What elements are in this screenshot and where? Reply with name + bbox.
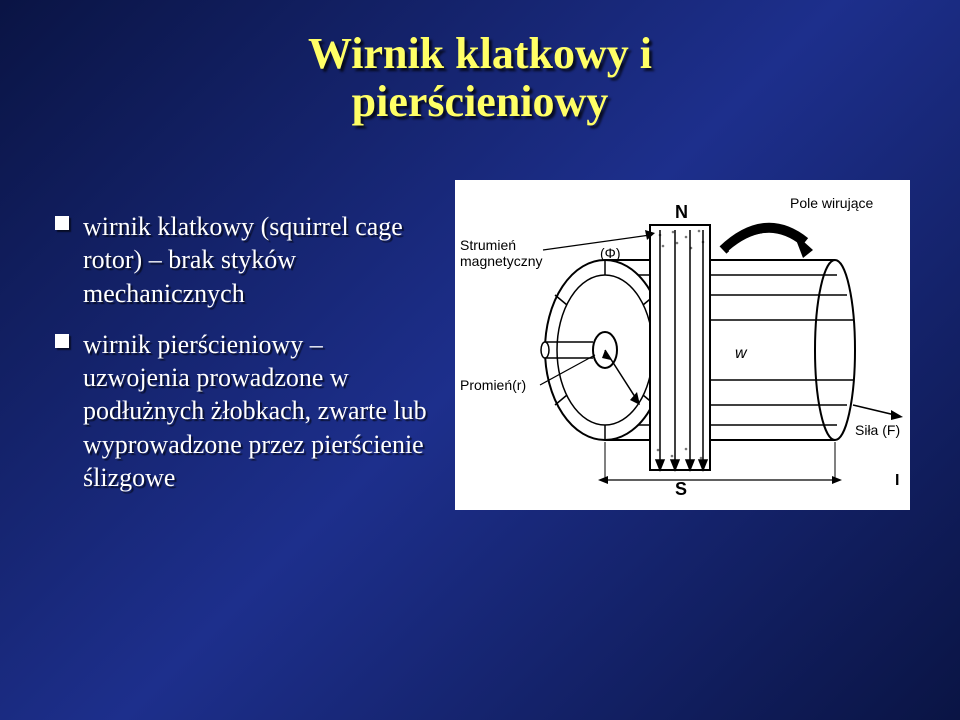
title-line-1: Wirnik klatkowy i xyxy=(308,29,652,78)
label-promien: Promień(r) xyxy=(460,377,526,393)
rotor-diagram: N S Pole wirujące Strumień magnetyczny (… xyxy=(455,180,910,510)
label-I: I xyxy=(895,472,899,489)
title-line-2: pierścieniowy xyxy=(352,77,609,126)
label-strumien: Strumień xyxy=(460,237,516,253)
field-plate xyxy=(650,225,710,470)
bullet-list: wirnik klatkowy (squirrel cage rotor) – … xyxy=(55,210,435,512)
slide-title: Wirnik klatkowy i pierścieniowy xyxy=(0,30,960,127)
label-w: w xyxy=(735,345,748,362)
label-phi: (Φ) xyxy=(600,245,621,261)
label-S: S xyxy=(675,479,687,499)
bullet-text: wirnik klatkowy (squirrel cage rotor) – … xyxy=(83,212,403,308)
list-item: wirnik klatkowy (squirrel cage rotor) – … xyxy=(55,210,435,310)
list-item: wirnik pierścieniowy – uzwojenia prowadz… xyxy=(55,328,435,494)
label-sila: Siła (F) xyxy=(855,422,900,438)
label-strumien2: magnetyczny xyxy=(460,253,542,269)
label-N: N xyxy=(675,202,688,222)
label-pole-wirujace: Pole wirujące xyxy=(790,195,873,211)
bullet-text: wirnik pierścieniowy – uzwojenia prowadz… xyxy=(83,330,427,492)
